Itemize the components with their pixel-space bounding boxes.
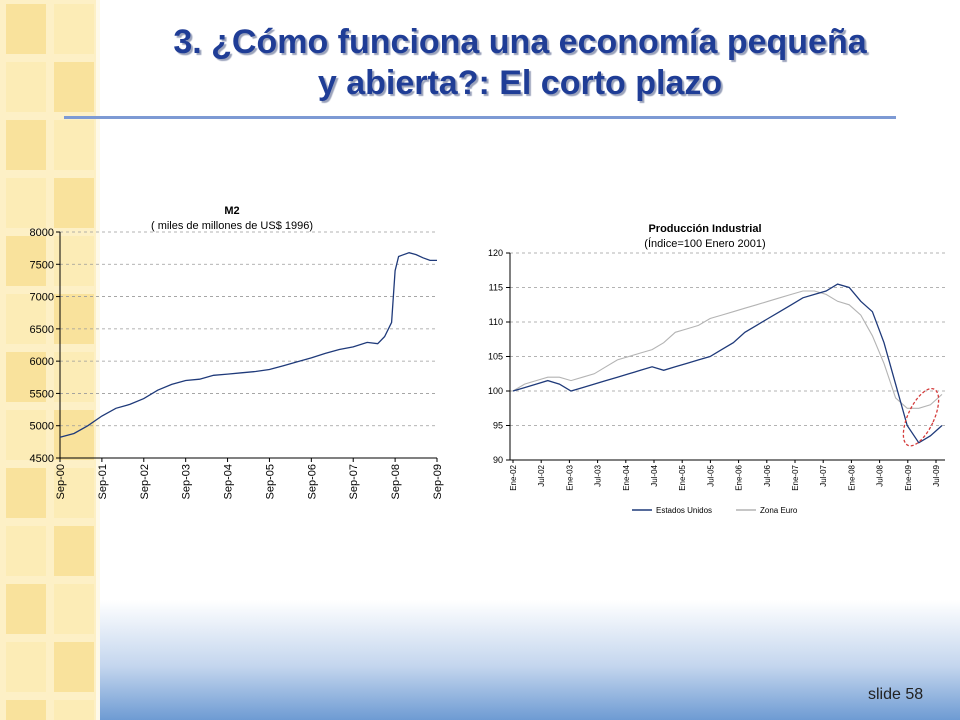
stripe-tile <box>54 526 94 576</box>
ip-x-tick-label: Jul-08 <box>876 464 885 486</box>
m2-series-line <box>59 252 437 438</box>
ip-y-tick-label: 120 <box>488 248 503 258</box>
stripe-tile <box>6 352 46 402</box>
m2-x-tick-label: Sep-08 <box>390 464 402 499</box>
ip-x-tick-label: Jul-06 <box>763 464 772 486</box>
m2-y-tick-label: 4500 <box>30 453 54 465</box>
m2-x-tick-label: Sep-06 <box>306 464 318 499</box>
decorative-side-stripe <box>0 0 100 720</box>
ip-x-tick-label: Ene-06 <box>735 464 744 490</box>
m2-y-tick-label: 5000 <box>30 421 54 433</box>
m2-x-tick-label: Sep-01 <box>97 464 109 499</box>
ip-y-tick-label: 95 <box>493 421 503 431</box>
stripe-tile <box>54 468 94 518</box>
ip-x-tick-label: Jul-05 <box>706 464 715 486</box>
ip-legend-label-estados-unidos: Estados Unidos <box>656 506 712 515</box>
m2-y-tick-label: 7000 <box>30 292 54 304</box>
stripe-tile <box>54 410 94 460</box>
ip-x-tick-label: Jul-02 <box>537 464 546 486</box>
stripe-tile <box>54 700 94 720</box>
ip-x-tick-label: Ene-03 <box>565 464 574 490</box>
stripe-tile <box>6 236 46 286</box>
m2-y-tick-label: 5500 <box>30 388 54 400</box>
m2-y-tick-label: 8000 <box>30 227 54 239</box>
stripe-tile <box>6 526 46 576</box>
ip-x-tick-label: Ene-07 <box>791 464 800 490</box>
ip-legend-label-zona-euro: Zona Euro <box>760 506 798 515</box>
stripe-tile <box>54 178 94 228</box>
m2-y-tick-label: 7500 <box>30 259 54 271</box>
title-underline <box>64 116 896 119</box>
ip-x-tick-label: Ene-08 <box>847 464 856 490</box>
stripe-tile <box>54 294 94 344</box>
bottom-gradient-band <box>100 600 960 720</box>
stripe-tile <box>54 4 94 54</box>
stripe-tile <box>54 642 94 692</box>
ip-y-tick-label: 105 <box>488 352 503 362</box>
ip-x-tick-label: Ene-04 <box>622 464 631 490</box>
ip-series-line-zona-euro <box>512 290 943 409</box>
stripe-tile <box>54 120 94 170</box>
stripe-tile <box>6 584 46 634</box>
stripe-tile <box>6 294 46 344</box>
stripe-tile <box>54 62 94 112</box>
ip-chart-subtitle: (Índice=100 Enero 2001) <box>644 237 765 250</box>
m2-y-tick-label: 6000 <box>30 356 54 368</box>
slide-title-line-1: 3. ¿Cómo funciona una economía pequeña <box>173 23 867 61</box>
m2-x-tick-label: Sep-00 <box>55 464 67 499</box>
stripe-tile <box>6 62 46 112</box>
slide-number: slide 58 <box>868 686 924 703</box>
stripe-tile <box>6 642 46 692</box>
stripe-tile <box>6 410 46 460</box>
ip-highlight-ellipse <box>902 387 940 447</box>
ip-x-tick-label: Ene-05 <box>678 464 687 490</box>
slide-title-line-2: y abierta?: El corto plazo <box>317 64 723 102</box>
stripe-tile <box>6 120 46 170</box>
stripe-tile <box>6 700 46 720</box>
industrial-production-chart: Producción Industrial (Índice=100 Enero 2… <box>488 223 945 515</box>
m2-x-tick-label: Sep-05 <box>264 464 276 499</box>
stripe-tile <box>54 236 94 286</box>
ip-chart-title: Producción Industrial <box>648 223 761 235</box>
m2-x-tick-label: Sep-04 <box>223 464 235 499</box>
m2-chart-title: M2 <box>224 205 239 217</box>
m2-x-tick-label: Sep-09 <box>432 464 444 499</box>
m2-x-tick-label: Sep-07 <box>348 464 360 499</box>
m2-x-tick-label: Sep-02 <box>139 464 151 499</box>
ip-y-tick-label: 115 <box>489 283 503 293</box>
m2-chart-subtitle: ( miles de millones de US$ 1996) <box>151 220 313 232</box>
slide-title: 3. ¿Cómo funciona una economía pequeña y… <box>70 22 960 104</box>
ip-y-tick-label: 110 <box>489 317 503 327</box>
ip-x-tick-label: Jul-04 <box>650 464 659 486</box>
ip-y-tick-label: 100 <box>488 386 503 396</box>
ip-x-tick-label: Jul-07 <box>819 464 828 486</box>
ip-x-tick-label: Ene-02 <box>509 464 518 490</box>
stripe-tile <box>54 584 94 634</box>
ip-x-tick-label: Jul-09 <box>932 464 941 486</box>
stripe-edge <box>96 0 100 720</box>
stripe-tile <box>6 4 46 54</box>
ip-x-tick-label: Ene-09 <box>904 464 913 490</box>
stripe-tile <box>6 468 46 518</box>
ip-y-tick-label: 90 <box>493 455 503 465</box>
m2-chart: M2 ( miles de millones de US$ 1996) 4500 50… <box>30 205 444 499</box>
ip-series-line-estados-unidos <box>512 283 943 444</box>
ip-x-tick-label: Jul-03 <box>594 464 603 486</box>
stripe-tile <box>6 178 46 228</box>
m2-y-tick-label: 6500 <box>30 324 54 336</box>
m2-x-tick-label: Sep-03 <box>181 464 193 499</box>
